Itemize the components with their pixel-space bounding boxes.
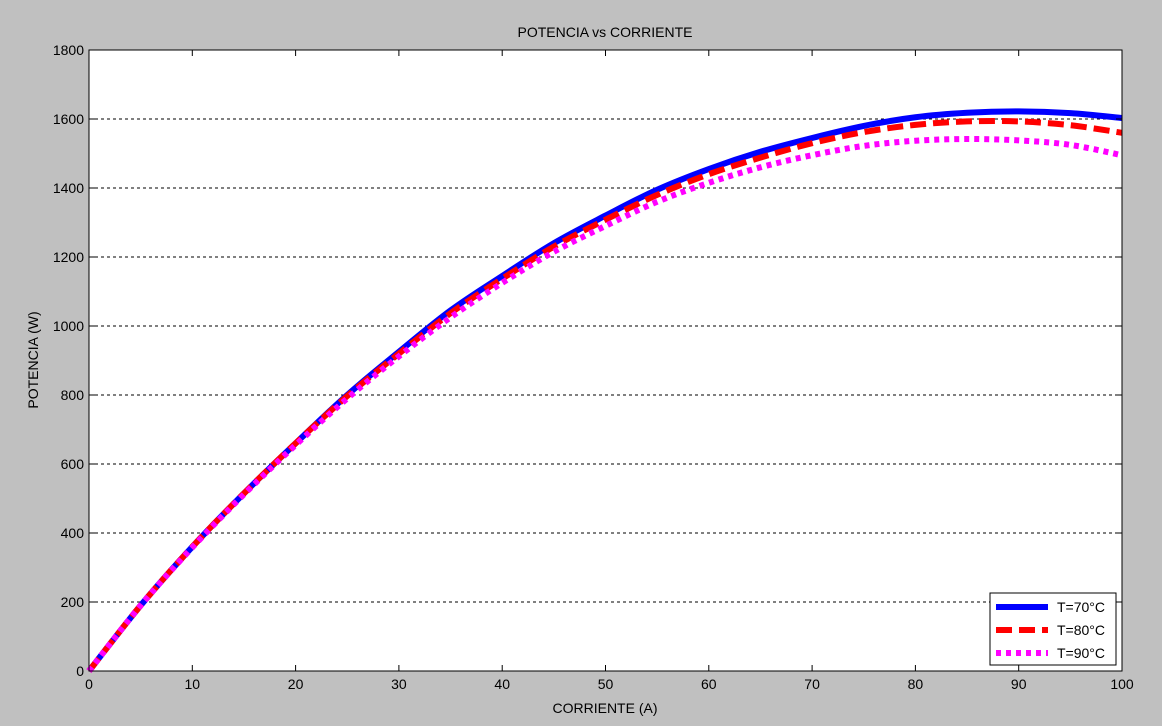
y-tick-label: 1400 [53,180,84,196]
x-tick-label: 40 [494,676,510,692]
y-tick-label: 400 [61,525,85,541]
y-tick-label: 1000 [53,318,84,334]
x-tick-label: 60 [701,676,717,692]
series-line-t80 [86,117,1123,673]
x-axis-label: CORRIENTE (A) [553,700,658,716]
y-tick-label: 600 [61,456,85,472]
x-tick-label: 0 [85,676,93,692]
y-tick-label: 0 [76,663,84,679]
legend-label-t70: T=70°C [1057,599,1105,615]
y-axis-label: POTENCIA (W) [25,311,41,408]
legend-label-t80: T=80°C [1057,622,1105,638]
y-tick-label: 1200 [53,249,84,265]
legend: T=70°C T=80°C T=90°C [989,592,1117,666]
series-lines [86,108,1123,673]
x-tick-label: 100 [1110,676,1134,692]
x-tick-label: 90 [1011,676,1027,692]
chart-title: POTENCIA vs CORRIENTE [517,24,692,40]
y-tick-label: 1800 [53,42,84,58]
y-tick-label: 800 [61,387,85,403]
x-tick-label: 50 [598,676,614,692]
x-tick-labels: 0 10 20 30 40 50 60 70 80 90 100 [85,676,1134,692]
grid-lines [89,118,1122,603]
x-tick-label: 80 [908,676,924,692]
axes-background [89,50,1122,671]
axis-ticks [88,49,1123,672]
y-tick-label: 1600 [53,111,84,127]
legend-label-t90: T=90°C [1057,645,1105,661]
x-tick-label: 30 [391,676,407,692]
x-tick-label: 20 [288,676,304,692]
x-tick-label: 70 [804,676,820,692]
y-tick-label: 200 [61,594,85,610]
y-tick-labels: 0 200 400 600 800 1000 1200 1400 1600 1800 [53,42,84,679]
x-tick-label: 10 [185,676,201,692]
